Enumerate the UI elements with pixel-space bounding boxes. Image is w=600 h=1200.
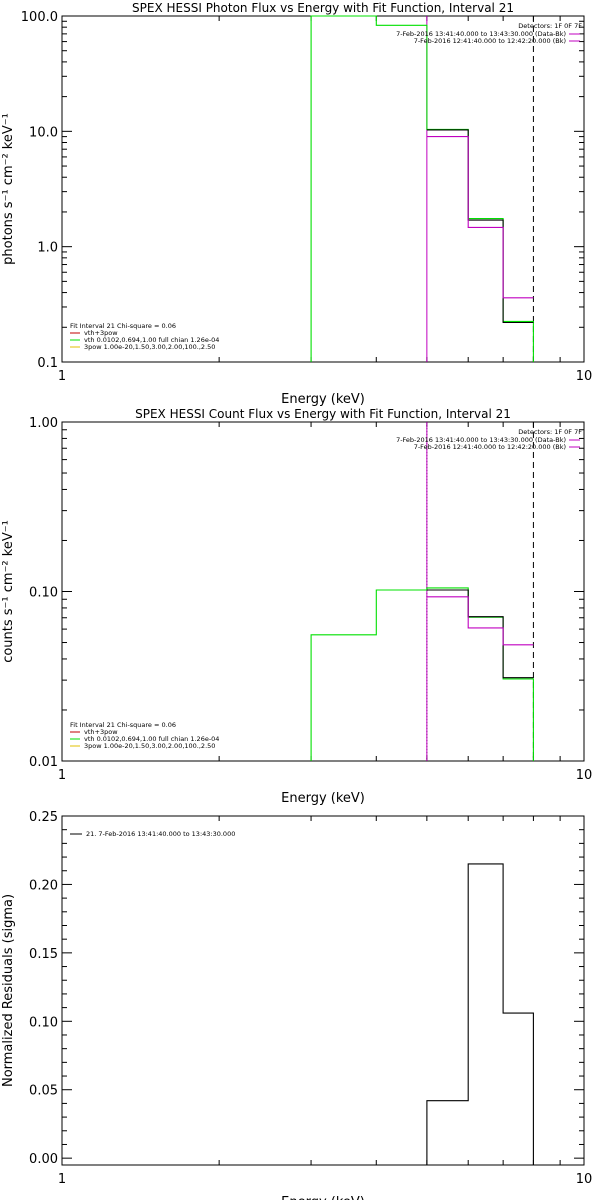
panel-2: SPEX HESSI Count Flux vs Energy with Fit… — [1, 407, 592, 806]
legend-entry: vth+3pow — [84, 728, 118, 736]
legend-header: Detectors: 1F 0F 7F — [518, 22, 582, 30]
y-axis-label: Normalized Residuals (sigma) — [1, 894, 16, 1087]
x-tick-label: 10 — [576, 369, 593, 384]
y-axis-label: counts s⁻¹ cm⁻² keV⁻¹ — [1, 520, 16, 663]
legend-top-right: Detectors: 1F 0F 7F7-Feb-2016 13:41:40.0… — [396, 22, 582, 45]
y-tick-label: 0.25 — [29, 810, 58, 825]
chart-title: SPEX HESSI Photon Flux vs Energy with Fi… — [132, 1, 514, 15]
y-tick-label: 0.20 — [29, 878, 58, 893]
legend-bottom-left: Fit Interval 21 Chi-square = 0.06vth+3po… — [70, 721, 219, 750]
y-tick-label: 10.0 — [29, 125, 58, 140]
series-line-1 — [310, 587, 534, 761]
x-tick-label: 1 — [58, 1172, 66, 1187]
legend-header: Fit Interval 21 Chi-square = 0.06 — [70, 721, 176, 729]
legend-top-left: 21. 7-Feb-2016 13:41:40.000 to 13:43:30.… — [70, 830, 235, 838]
y-tick-label: 0.15 — [29, 947, 58, 962]
legend-entry: 3pow 1.00e-20,1.50,3.00,2.00,100.,2.50 — [84, 742, 215, 750]
y-tick-label: 0.00 — [29, 1152, 58, 1167]
series-line-2 — [426, 129, 534, 324]
chart-title: SPEX HESSI Count Flux vs Energy with Fit… — [135, 407, 511, 421]
x-tick-label: 10 — [576, 768, 593, 783]
legend-header: Detectors: 1F 0F 7F — [518, 428, 582, 436]
legend-entry: 7-Feb-2016 13:41:40.000 to 13:43:30.000 … — [396, 436, 566, 444]
y-tick-label: 1.0 — [37, 241, 58, 256]
panel-1: SPEX HESSI Photon Flux vs Energy with Fi… — [1, 1, 592, 407]
panel-3: 1 10 Energy (keV) 0.00 0.05 0.10 0.15 0.20 0.25 N… — [1, 810, 592, 1200]
plot-frame — [61, 815, 585, 1166]
legend-entry: 21. 7-Feb-2016 13:41:40.000 to 13:43:30.… — [86, 830, 235, 838]
legend-header: Fit Interval 21 Chi-square = 0.06 — [70, 322, 176, 330]
y-tick-label: 0.10 — [29, 586, 58, 601]
legend-entry: vth+3pow — [84, 329, 118, 337]
plot-frame — [61, 15, 585, 363]
x-axis-label: Energy (keV) — [281, 791, 365, 806]
x-axis-label: Energy (keV) — [281, 1195, 365, 1200]
legend-entry: vth 0.0102,0.694,1.00 full chian 1.26e-0… — [84, 735, 219, 743]
series-line-1 — [426, 863, 534, 1165]
legend-entry: 3pow 1.00e-20,1.50,3.00,2.00,100.,2.50 — [84, 343, 215, 351]
legend-top-right: Detectors: 1F 0F 7F7-Feb-2016 13:41:40.0… — [396, 428, 582, 451]
legend-entry: 7-Feb-2016 13:41:40.000 to 13:43:30.000 … — [396, 30, 566, 38]
y-tick-label: 0.10 — [29, 1015, 58, 1030]
legend-entry: vth 0.0102,0.694,1.00 full chian 1.26e-0… — [84, 336, 219, 344]
y-tick-label: 100.0 — [21, 10, 58, 25]
series-line-1 — [310, 15, 534, 362]
y-tick-label: 0.1 — [37, 356, 58, 371]
y-tick-label: 0.01 — [29, 755, 58, 770]
y-tick-label: 1.00 — [29, 416, 58, 431]
series-line-3 — [426, 596, 534, 646]
legend-entry: 7-Feb-2016 12:41:40.000 to 12:42:20.000 … — [414, 37, 566, 45]
legend-entry: 7-Feb-2016 12:41:40.000 to 12:42:20.000 … — [414, 443, 566, 451]
x-axis-label: Energy (keV) — [281, 392, 365, 407]
series-line-3 — [426, 136, 534, 299]
x-tick-label: 1 — [58, 768, 66, 783]
plot-frame — [61, 421, 585, 762]
x-tick-label: 10 — [576, 1172, 593, 1187]
y-axis-label: photons s⁻¹ cm⁻² keV⁻¹ — [1, 113, 16, 265]
y-tick-label: 0.05 — [29, 1084, 58, 1099]
series-line-2 — [426, 589, 534, 679]
legend-bottom-left: Fit Interval 21 Chi-square = 0.06vth+3po… — [70, 322, 219, 351]
x-tick-label: 1 — [58, 369, 66, 384]
